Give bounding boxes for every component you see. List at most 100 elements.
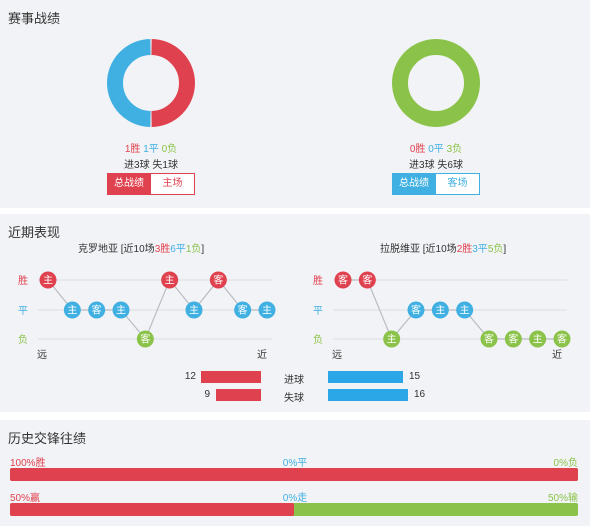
history-handicap-bar (10, 503, 294, 516)
right-form-point-label: 客 (484, 333, 494, 346)
left-form-point-label: 客 (238, 304, 248, 317)
history-loss-pct: 0%负 (553, 458, 578, 469)
recent-title: 近期表现 (8, 225, 61, 240)
history-title: 历史交锋往绩 (8, 431, 87, 446)
scored-label: 进球 (284, 375, 304, 386)
left-form-point-label: 客 (92, 304, 102, 317)
right-form-point[interactable] (334, 271, 352, 289)
left-form-point-label: 主 (189, 305, 199, 317)
right-form-point-label: 主 (533, 334, 543, 346)
left-form-point-label: 客 (213, 274, 223, 287)
right-form-point[interactable] (480, 330, 498, 348)
left-record-summary: 1胜 1平 0负 (96, 140, 206, 155)
left-form-point-label: 主 (165, 275, 175, 287)
right-form-point[interactable] (383, 330, 401, 348)
left-form-point[interactable] (136, 330, 154, 348)
history-draw-pct: 0%平 (282, 458, 308, 469)
tab-left-home[interactable]: 主场 (151, 173, 195, 195)
right-form-point-label: 主 (387, 334, 397, 346)
left-form-point-label: 客 (140, 333, 150, 346)
left-donut-win-slice (150, 39, 195, 127)
left-form-point[interactable] (234, 301, 252, 319)
left-form-line (47, 278, 267, 341)
left-conceded-value: 9 (204, 389, 210, 400)
right-row-label-loss: 负 (313, 333, 323, 346)
right-donut-chart (392, 39, 480, 127)
left-near-label: 近 (257, 348, 267, 361)
right-form-point-label: 客 (362, 274, 372, 287)
right-win-count: 0胜 (409, 144, 426, 155)
right-team-name: 拉脱维亚 (380, 244, 420, 255)
right-form-point[interactable] (358, 271, 376, 289)
right-scored-value: 15 (409, 371, 421, 382)
left-form-point[interactable] (112, 301, 130, 319)
left-form-point-label: 主 (67, 305, 77, 317)
left-row-label-win: 胜 (18, 275, 28, 287)
history-win-pct: 100%胜 (10, 458, 46, 469)
left-form-point[interactable] (161, 271, 179, 289)
right-team-heading: 拉脱维亚 [近10场2胜3平5负] (380, 240, 506, 255)
left-form-point[interactable] (88, 301, 106, 319)
left-team-name: 克罗地亚 (78, 244, 118, 255)
right-form-point-label: 客 (338, 274, 348, 287)
tab-left-overall[interactable]: 总战绩 (107, 173, 151, 195)
left-goals-summary: 进3球 失1球 (124, 160, 178, 171)
right-form-line (343, 279, 562, 341)
right-form-point-label: 客 (557, 333, 567, 346)
right-loss-count: 3负 (446, 144, 463, 155)
right-form-chart: 胜平负客 客主客主主客客主客远近 (313, 271, 571, 361)
left-loss-count: 0负 (161, 144, 178, 155)
right-far-label: 远 (332, 349, 342, 361)
right-form-point-label: 客 (508, 333, 518, 346)
left-win-count: 1胜 (124, 144, 141, 155)
tab-right-away[interactable]: 客场 (436, 173, 480, 195)
history-handicap-loss-pct: 50%输 (547, 493, 578, 504)
history-result-bar (10, 468, 578, 481)
right-goals-summary: 进3球 失6球 (409, 160, 463, 171)
right-row-label-win: 胜 (313, 275, 323, 287)
right-record-summary: 0胜 0平 3负 (381, 140, 491, 155)
left-form-point[interactable] (258, 301, 276, 319)
right-form-point-label: 客 (411, 304, 421, 317)
right-form-point[interactable] (553, 330, 571, 348)
right-scored-bar (328, 371, 403, 383)
left-form-point-label: 主 (116, 305, 126, 317)
left-form-point[interactable] (185, 301, 203, 319)
left-form-point[interactable] (63, 301, 81, 319)
left-form-point-label: 主 (43, 275, 53, 287)
left-team-draws: 6平 (170, 244, 186, 255)
right-team-losses: 5负 (487, 244, 504, 255)
left-team-bracket-close: ] (201, 244, 205, 255)
left-form-point-label: 主 (262, 305, 272, 317)
right-conceded-value: 16 (414, 389, 426, 400)
right-donut-loss-slice (392, 39, 480, 127)
left-donut-draw-slice (107, 39, 152, 127)
left-form-point[interactable] (209, 271, 227, 289)
left-scored-bar (201, 371, 261, 383)
right-form-point[interactable] (504, 330, 522, 348)
right-form-point-label: 主 (460, 305, 470, 317)
left-draw-count: 1平 (143, 144, 159, 155)
tab-right-overall[interactable]: 总战绩 (392, 173, 436, 195)
left-scored-value: 12 (184, 371, 196, 382)
right-form-point[interactable] (456, 301, 474, 319)
right-form-point-label: 主 (435, 305, 445, 317)
right-conceded-bar (328, 389, 408, 401)
left-team-heading: 克罗地亚 [近10场3胜6平1负] (78, 240, 204, 255)
left-team-bracket: [近10场 (118, 244, 155, 255)
right-form-point[interactable] (407, 301, 425, 319)
right-team-wins: 2胜 (456, 244, 473, 255)
right-near-label: 近 (552, 348, 562, 361)
right-form-point[interactable] (431, 301, 449, 319)
history-section: 历史交锋往绩 100%胜 0%平 0%负 50%赢 0%走 50%输 (0, 420, 590, 526)
left-form-point[interactable] (39, 271, 57, 289)
left-row-label-loss: 负 (18, 333, 28, 346)
right-row-label-draw: 平 (313, 306, 323, 317)
left-form-chart: 胜平负主主客主客主主客客 主远近 (18, 271, 276, 361)
conceded-label: 失球 (284, 393, 304, 404)
recent-section: 近期表现 克罗地亚 [近10场3胜6平1负] 拉脱维亚 [近10场2胜3平5负]… (0, 214, 590, 412)
right-draw-count: 0平 (428, 144, 444, 155)
right-form-point[interactable] (529, 330, 547, 348)
history-handicap-push-pct: 0%走 (282, 493, 308, 504)
left-far-label: 远 (37, 349, 47, 361)
